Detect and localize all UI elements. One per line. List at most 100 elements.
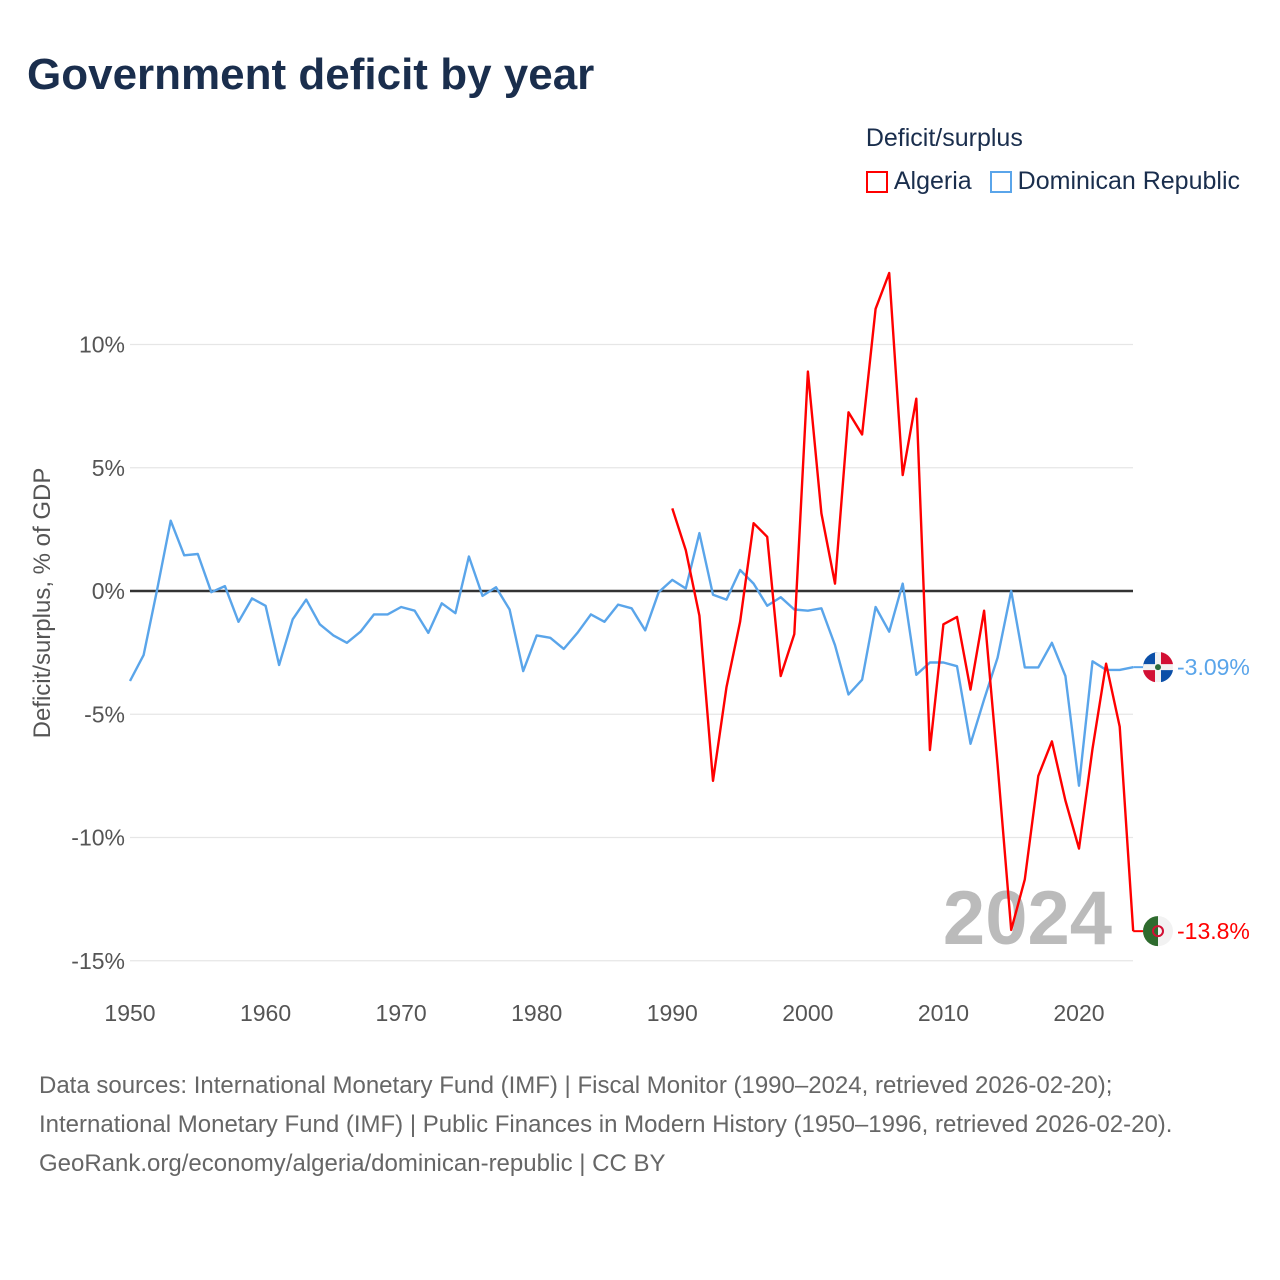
data-point: [236, 620, 240, 624]
data-point: [291, 617, 295, 621]
data-point: [914, 673, 918, 677]
data-point: [1023, 665, 1027, 669]
legend-swatch-dominican-republic: [989, 170, 1012, 193]
data-point: [318, 622, 322, 626]
data-point: [684, 548, 688, 552]
data-point: [277, 663, 281, 667]
data-point: [602, 620, 606, 624]
data-point: [725, 598, 729, 602]
data-point: [982, 697, 986, 701]
chart-title: Government deficit by year: [27, 50, 595, 99]
data-point: [765, 604, 769, 608]
data-point: [413, 609, 417, 613]
flag-icon-dominican-republic: [1143, 652, 1173, 683]
data-point: [738, 620, 742, 624]
data-point: [684, 587, 688, 591]
data-point: [819, 606, 823, 610]
data-point: [494, 585, 498, 589]
data-point: [806, 370, 810, 374]
data-point: [453, 611, 457, 615]
data-point: [331, 633, 335, 637]
data-point: [1050, 641, 1054, 645]
data-point: [887, 630, 891, 634]
data-point: [833, 582, 837, 586]
data-point: [209, 590, 213, 594]
y-tick-label: -10%: [71, 825, 125, 851]
data-point: [467, 554, 471, 558]
data-point: [928, 660, 932, 664]
flag-quadrant: [1161, 652, 1173, 665]
data-point: [996, 656, 1000, 660]
data-point: [779, 674, 783, 678]
data-point: [643, 628, 647, 632]
data-point: [752, 582, 756, 586]
data-point: [128, 679, 132, 683]
year-watermark: 2024: [943, 876, 1112, 961]
data-point: [874, 605, 878, 609]
data-point: [1063, 674, 1067, 678]
data-point: [399, 605, 403, 609]
x-tick-label: 2000: [782, 1000, 833, 1026]
legend-item-algeria[interactable]: Algeria: [865, 167, 972, 196]
data-point: [779, 595, 783, 599]
data-point: [982, 609, 986, 613]
y-tick-label: 0%: [92, 578, 125, 604]
line-chart: 10% 5% 0% -5% -10% -15% 1950 1960 1970 1980 1990 20…: [29, 271, 1250, 1026]
data-point: [480, 594, 484, 598]
data-point: [819, 511, 823, 515]
credit-link[interactable]: GeoRank.org/economy/algeria/dominican-re…: [39, 1150, 666, 1177]
data-point: [914, 397, 918, 401]
data-point: [887, 271, 891, 275]
end-value-label: -3.09%: [1177, 654, 1250, 680]
data-point: [874, 307, 878, 311]
data-point: [711, 593, 715, 597]
data-point: [386, 612, 390, 616]
data-point: [616, 603, 620, 607]
y-tick-label: 5%: [92, 455, 125, 481]
data-point: [752, 521, 756, 525]
data-point: [575, 631, 579, 635]
data-point: [548, 636, 552, 640]
data-point: [765, 535, 769, 539]
data-point: [1009, 589, 1013, 593]
data-point: [521, 669, 525, 673]
y-axis-label: Deficit/surplus, % of GDP: [29, 468, 56, 739]
y-tick-label: 10%: [79, 332, 125, 358]
data-point: [223, 584, 227, 588]
x-tick-label: 2010: [918, 1000, 969, 1026]
data-point: [955, 615, 959, 619]
data-point: [562, 647, 566, 651]
data-point: [969, 742, 973, 746]
data-point: [928, 748, 932, 752]
data-point: [969, 688, 973, 692]
data-point: [1023, 877, 1027, 881]
flag-quadrant: [1143, 652, 1158, 668]
data-point: [345, 641, 349, 645]
data-point: [806, 609, 810, 613]
flag-emblem: [1155, 664, 1161, 671]
data-point: [589, 612, 593, 616]
legend-swatch-algeria: [865, 170, 888, 193]
data-point: [725, 685, 729, 689]
data-point: [1091, 747, 1095, 751]
flag-icon-algeria: [1143, 916, 1173, 947]
data-point: [670, 506, 674, 510]
end-value-label: -13.8%: [1177, 918, 1250, 944]
data-point: [670, 578, 674, 582]
data-point: [847, 410, 851, 414]
data-point: [941, 660, 945, 664]
data-point: [304, 598, 308, 602]
data-point: [1091, 659, 1095, 663]
data-point: [833, 643, 837, 647]
x-tick-label: 2020: [1053, 1000, 1104, 1026]
data-point: [955, 664, 959, 668]
legend-title: Deficit/surplus: [865, 124, 1023, 152]
data-point: [440, 601, 444, 605]
data-point: [901, 473, 905, 477]
flag-quadrant: [1143, 670, 1155, 683]
legend-item-dominican-republic[interactable]: Dominican Republic: [989, 167, 1240, 196]
flag-green-half: [1143, 916, 1158, 947]
data-point: [697, 614, 701, 618]
series-line-algeria: [671, 271, 1135, 932]
flag-quadrant: [1161, 670, 1173, 683]
